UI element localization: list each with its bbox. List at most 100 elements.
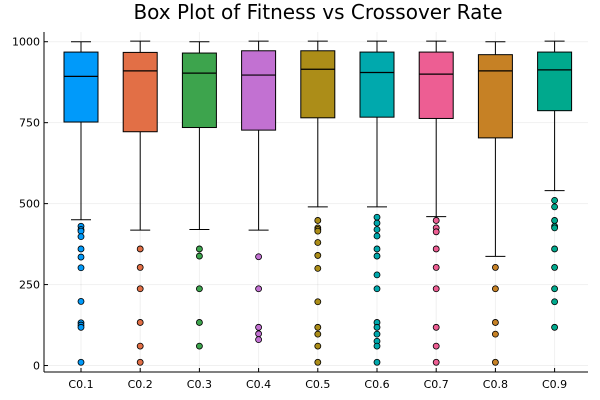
outlier-point xyxy=(551,196,558,204)
y-tick-label: 1000 xyxy=(12,36,40,49)
box-group-c0-7 xyxy=(418,40,454,366)
outlier-point xyxy=(551,298,558,306)
outlier-point xyxy=(255,336,263,344)
outlier-point xyxy=(77,245,85,253)
y-tick-label: 250 xyxy=(19,279,40,292)
outlier-point xyxy=(195,245,203,253)
outlier-point xyxy=(432,285,440,293)
outlier-point xyxy=(373,213,381,221)
axes-layer: 0 250 500 750 1000 C0.1 C0.2 C0.3 C0.4 C0.5 C0.6 C0… xyxy=(12,32,588,391)
iqr-box xyxy=(181,52,217,129)
outlier-point xyxy=(373,245,381,253)
x-tick-label: C0.3 xyxy=(187,378,212,391)
outlier-point xyxy=(255,330,263,338)
box-group-c0-9 xyxy=(537,40,573,331)
outlier-point xyxy=(491,330,499,338)
iqr-box xyxy=(537,51,573,112)
box-group-c0-1 xyxy=(63,41,99,366)
outlier-point xyxy=(373,285,381,293)
outlier-point xyxy=(491,319,499,326)
outlier-point xyxy=(255,253,263,261)
outlier-point xyxy=(195,342,203,350)
outlier-point xyxy=(314,239,322,246)
outlier-point xyxy=(136,342,144,350)
chart-title: Box Plot of Fitness vs Crossover Rate xyxy=(133,0,502,24)
outlier-point xyxy=(314,330,322,338)
outlier-point xyxy=(195,252,203,260)
boxes-layer xyxy=(63,40,573,366)
outlier-point xyxy=(314,252,322,259)
outlier-point xyxy=(551,203,558,211)
outlier-point xyxy=(77,253,85,261)
outlier-point xyxy=(432,264,440,271)
outlier-point xyxy=(551,224,558,232)
outlier-point xyxy=(314,217,322,224)
iqr-box xyxy=(418,51,454,119)
x-tick-label: C0.4 xyxy=(246,378,271,391)
x-tick-label: C0.9 xyxy=(542,378,567,391)
outlier-point xyxy=(314,298,322,306)
outlier-point xyxy=(373,358,381,366)
iqr-box xyxy=(63,51,99,123)
outlier-point xyxy=(373,323,381,331)
y-tick-label: 750 xyxy=(19,117,40,130)
y-tick-label: 500 xyxy=(19,198,40,211)
outlier-point xyxy=(136,245,144,253)
box-group-c0-4 xyxy=(241,40,277,344)
outlier-point xyxy=(551,264,558,271)
outlier-point xyxy=(195,319,203,326)
outlier-point xyxy=(373,232,381,240)
x-tick-label: C0.1 xyxy=(68,378,93,391)
outlier-point xyxy=(77,358,85,366)
outlier-point xyxy=(314,323,322,331)
outlier-point xyxy=(373,342,381,350)
outlier-point xyxy=(491,285,499,293)
outlier-point xyxy=(551,285,558,293)
iqr-box xyxy=(477,54,513,139)
x-tick-label: C0.7 xyxy=(424,378,449,391)
box-group-c0-2 xyxy=(122,40,158,366)
x-tick-label: C0.2 xyxy=(128,378,153,391)
outlier-point xyxy=(77,264,85,272)
outlier-point xyxy=(314,227,322,235)
outlier-point xyxy=(373,252,381,260)
outlier-point xyxy=(136,285,144,293)
outlier-point xyxy=(314,342,322,350)
outlier-point xyxy=(195,285,203,293)
outlier-point xyxy=(551,245,558,253)
outlier-point xyxy=(432,217,440,224)
outlier-point xyxy=(314,264,322,272)
x-tick-label: C0.8 xyxy=(483,378,508,391)
outlier-point xyxy=(373,330,381,338)
outlier-point xyxy=(77,233,85,241)
outlier-point xyxy=(373,271,381,279)
outlier-point xyxy=(255,323,263,331)
outlier-point xyxy=(77,298,85,305)
outlier-point xyxy=(136,264,144,271)
box-group-c0-6 xyxy=(359,40,395,366)
outlier-point xyxy=(136,319,144,326)
iqr-box xyxy=(359,51,395,118)
outlier-point xyxy=(136,358,144,366)
y-tick-label: 0 xyxy=(33,360,40,373)
box-group-c0-5 xyxy=(300,40,336,366)
x-tick-label: C0.5 xyxy=(305,378,330,391)
outlier-point xyxy=(432,323,440,331)
outlier-point xyxy=(255,285,263,293)
outlier-point xyxy=(432,342,440,350)
x-tick-label: C0.6 xyxy=(364,378,389,391)
outlier-point xyxy=(432,228,440,236)
outlier-point xyxy=(551,323,558,331)
outlier-point xyxy=(491,264,499,271)
outlier-point xyxy=(432,245,440,253)
iqr-box xyxy=(241,50,277,131)
outlier-point xyxy=(373,226,381,233)
outlier-point xyxy=(314,358,322,366)
outlier-point xyxy=(551,217,558,224)
iqr-box xyxy=(122,51,158,133)
outlier-point xyxy=(373,219,381,227)
iqr-box xyxy=(300,50,336,119)
outlier-point xyxy=(491,358,499,366)
box-group-c0-8 xyxy=(477,41,513,366)
